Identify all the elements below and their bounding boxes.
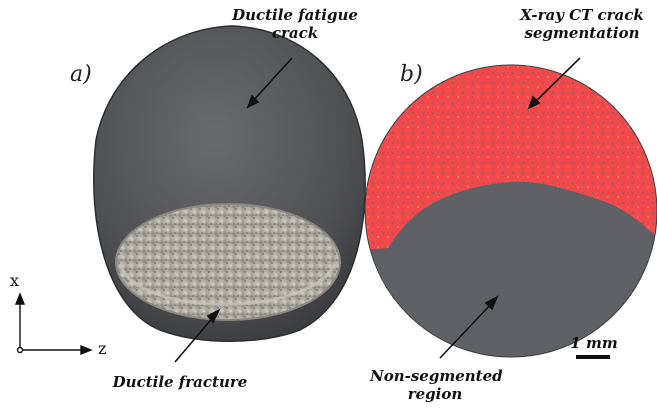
label-ductile-fracture: Ductile fracture: [112, 373, 248, 391]
label-ductile-fatigue-line2: crack: [271, 24, 319, 42]
label-non-segmented-line1: Non-segmented: [370, 367, 503, 385]
label-non-segmented-line2: region: [407, 385, 463, 403]
panel-b-image: [364, 64, 657, 358]
annotation-arrows: [174, 57, 581, 363]
panel-a-letter: a): [70, 62, 92, 87]
arrow-segmentation: [532, 57, 581, 105]
label-ct-segmentation: X-ray CT crack segmentation: [508, 6, 656, 42]
ductile-fracture-surface: [115, 203, 341, 321]
axis-triad: [14, 292, 93, 356]
scale-label: 1 mm: [570, 334, 618, 352]
label-non-segmented-region: Non-segmented region: [370, 367, 503, 403]
panel-b-letter: b): [400, 62, 423, 87]
label-ductile-fatigue-crack: Ductile fatigue crack: [220, 6, 370, 42]
segmented-crack-region: [365, 65, 657, 250]
arrow-nonsegmented: [439, 301, 494, 359]
arrow-fatigue: [251, 57, 293, 103]
label-ductile-fatigue-line1: Ductile fatigue: [232, 6, 358, 24]
axis-x-label: x: [10, 271, 20, 290]
panel-a-image: [93, 25, 366, 342]
scale-bar: [576, 355, 610, 359]
axis-z-label: z: [98, 339, 107, 358]
label-ct-segmentation-line1: X-ray CT crack: [520, 6, 644, 24]
arrow-fracture: [174, 314, 216, 363]
label-ct-segmentation-line2: segmentation: [524, 24, 640, 42]
fracture-rim: [118, 261, 338, 306]
